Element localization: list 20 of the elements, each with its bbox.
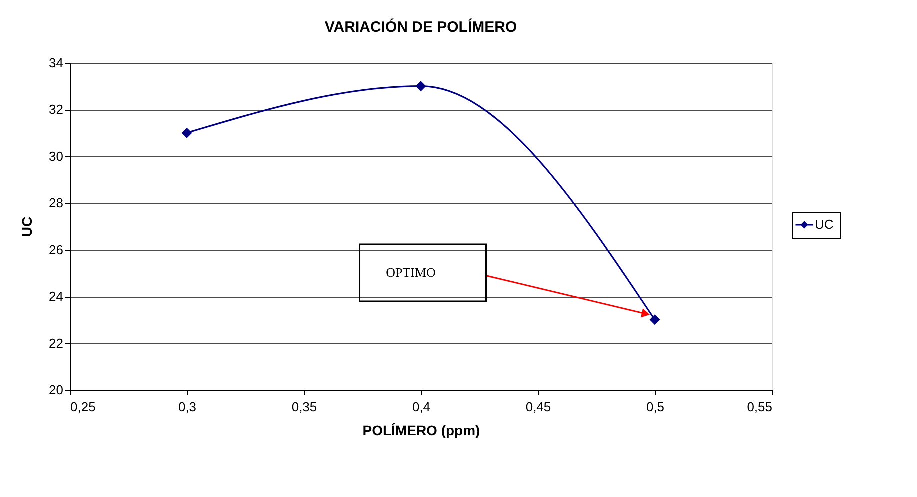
- y-tick-label: 34: [49, 56, 64, 70]
- x-tick-label: 0,55: [747, 400, 772, 414]
- legend-label: UC: [815, 217, 834, 232]
- chart-title: VARIACIÓN DE POLÍMERO: [324, 18, 518, 36]
- y-tick-label: 24: [49, 289, 64, 304]
- x-tick-label: 0,25: [70, 400, 96, 414]
- y-tick-label: 26: [49, 242, 64, 258]
- x-tick-label: 0,45: [526, 400, 552, 414]
- y-tick-label: 32: [49, 102, 64, 118]
- x-tick-label: 0,4: [412, 400, 431, 414]
- x-tick-label: 0,5: [646, 400, 665, 414]
- x-axis-title: POLÍMERO (ppm): [362, 422, 480, 438]
- x-tick-label: 0,3: [178, 400, 197, 414]
- y-tick-label: 28: [49, 196, 64, 211]
- annotation: OPTIMO: [386, 265, 436, 280]
- y-tick-label: 22: [49, 336, 64, 351]
- y-axis-title: UC: [19, 216, 36, 238]
- x-tick-label: 0,35: [292, 400, 318, 414]
- y-tick-label: 20: [49, 382, 64, 398]
- y-tick-label: 30: [49, 148, 64, 164]
